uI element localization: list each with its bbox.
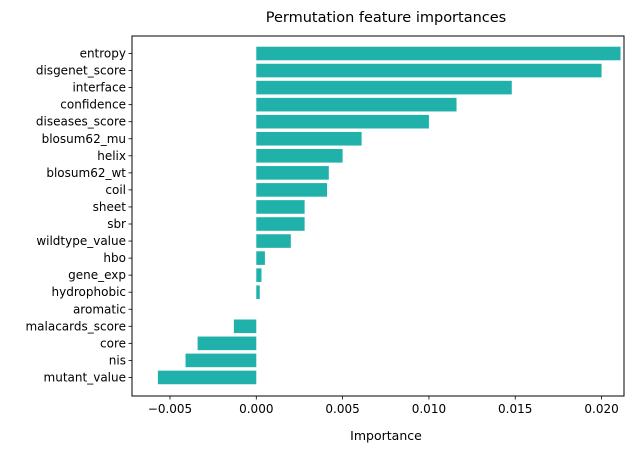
y-tick-label: hydrophobic <box>52 285 126 299</box>
x-tick-label: 0.010 <box>412 402 446 416</box>
bar-diseases-score <box>256 114 429 129</box>
bar-core <box>197 336 257 351</box>
bar-confidence <box>256 97 457 112</box>
bar-coil <box>256 183 328 197</box>
y-tick-label: helix <box>97 149 126 163</box>
y-tick-label: blosum62_mu <box>42 132 126 146</box>
y-tick-label: confidence <box>60 98 126 112</box>
bar-sheet <box>256 200 305 214</box>
bar-blosum62-wt <box>256 166 329 180</box>
x-tick-label: 0.005 <box>325 402 359 416</box>
bar-sbr <box>256 217 305 231</box>
y-tick-label: interface <box>72 81 126 95</box>
y-tick-label: malacards_score <box>25 319 126 333</box>
x-tick-label: 0.020 <box>584 402 618 416</box>
x-axis-label: Importance <box>350 428 422 443</box>
y-tick-label: aromatic <box>73 302 126 316</box>
y-tick-label: coil <box>105 183 126 197</box>
bar-disgenet-score <box>256 63 602 78</box>
y-tick-label: core <box>100 336 126 350</box>
y-tick-label: wildtype_value <box>36 234 126 248</box>
plot-frame <box>131 35 625 397</box>
bar-nis <box>185 353 257 368</box>
bar-helix <box>256 149 343 163</box>
bars-group <box>157 46 621 385</box>
y-tick-label: entropy <box>80 47 126 61</box>
bar-wildtype-value <box>256 234 291 248</box>
y-tick-label: disgenet_score <box>36 64 126 78</box>
y-axis-ticks: entropy disgenet_score interface confidence… <box>25 47 132 384</box>
bar-entropy <box>256 46 621 61</box>
y-tick-label: blosum62_wt <box>46 166 126 180</box>
y-tick-label: gene_exp <box>68 268 126 282</box>
x-tick-label: 0.000 <box>239 402 273 416</box>
y-tick-label: mutant_value <box>44 370 126 384</box>
bar-malacards-score <box>233 319 257 334</box>
x-tick-label: −0.005 <box>148 402 192 416</box>
bar-interface <box>256 80 512 95</box>
y-tick-label: hbo <box>103 251 126 265</box>
chart-title: Permutation feature importances <box>266 10 506 26</box>
y-tick-label: sheet <box>93 200 127 214</box>
bar-blosum62-mu <box>256 131 362 146</box>
y-tick-label: sbr <box>107 217 126 231</box>
bar-hbo <box>256 251 265 265</box>
y-tick-label: nis <box>109 353 126 367</box>
bar-mutant-value <box>157 370 257 385</box>
x-tick-label: 0.015 <box>498 402 532 416</box>
bar-hydrophobic <box>256 285 260 299</box>
x-axis-ticks: −0.005 0.000 0.005 0.010 0.015 0.020 <box>148 396 619 416</box>
bar-gene-exp <box>256 268 262 282</box>
y-tick-label: diseases_score <box>36 115 126 129</box>
